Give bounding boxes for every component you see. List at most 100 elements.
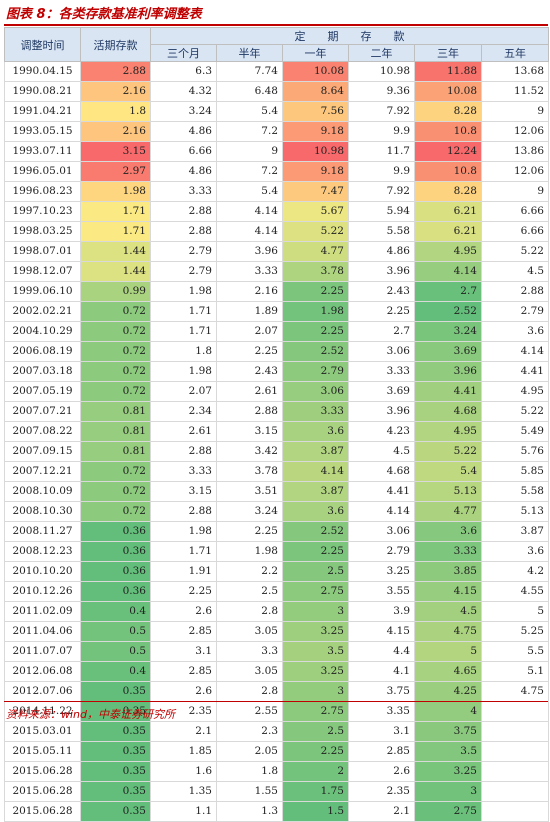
rate-cell: 4 [414,701,482,722]
rate-cell [481,701,549,722]
rate-cell: 4.95 [414,421,482,442]
table-row: 2007.08.22 0.81 2.61 3.15 3.6 4.23 4.95 5.49 [4,421,549,442]
rate-cell: 5.22 [481,401,549,422]
rate-cell: 0.35 [80,681,151,702]
rate-cell: 4.14 [348,501,415,522]
rate-cell: 0.35 [80,701,151,722]
rate-cell: 1.71 [80,201,151,222]
row-date: 2010.12.26 [4,581,81,602]
rate-cell: 3.1 [348,721,415,742]
rate-cell: 2.88 [150,221,217,242]
rate-cell: 3.25 [348,561,415,582]
rate-cell: 2.79 [282,361,349,382]
rate-cell: 0.36 [80,541,151,562]
rate-cell: 6.66 [481,201,549,222]
rate-cell: 9 [216,141,283,162]
row-date: 1999.06.10 [4,281,81,302]
rate-cell: 2.25 [216,341,283,362]
rate-cell: 8.28 [414,181,482,202]
rate-cell: 0.36 [80,521,151,542]
rate-cell: 3.87 [282,481,349,502]
rate-cell: 2.43 [216,361,283,382]
rate-cell: 9.9 [348,161,415,182]
rate-cell: 4.14 [216,221,283,242]
row-date: 2008.11.27 [4,521,81,542]
rate-cell: 2.16 [80,121,151,142]
rate-cell: 0.5 [80,641,151,662]
rate-cell: 9 [481,101,549,122]
rate-cell: 5.94 [348,201,415,222]
rate-cell: 3.33 [216,261,283,282]
table-row: 1998.03.25 1.71 2.88 4.14 5.22 5.58 6.21 6.66 [4,221,549,242]
rate-cell: 2.52 [282,521,349,542]
table-row: 2011.02.09 0.4 2.6 2.8 3 3.9 4.5 5 [4,601,549,622]
row-date: 2011.02.09 [4,601,81,622]
rate-cell: 2.25 [348,301,415,322]
rate-cell: 11.7 [348,141,415,162]
rate-cell: 2.25 [282,741,349,762]
rate-cell: 6.3 [150,61,217,82]
rate-cell: 5.58 [348,221,415,242]
rate-cell: 1.71 [80,221,151,242]
rate-cell: 3.06 [282,381,349,402]
rate-cell [481,761,549,782]
rate-cell: 2.8 [216,601,283,622]
table-row: 2007.09.15 0.81 2.88 3.42 3.87 4.5 5.22 5.76 [4,441,549,462]
rate-cell: 11.88 [414,61,482,82]
rate-cell: 0.72 [80,381,151,402]
header-fixed-deposit: 定 期 存 款 [150,27,549,45]
rate-cell: 2.75 [282,701,349,722]
row-date: 2007.08.22 [4,421,81,442]
rate-cell: 2.88 [481,281,549,302]
rate-cell: 3.25 [282,621,349,642]
rate-cell: 12.24 [414,141,482,162]
row-date: 2010.10.20 [4,561,81,582]
rate-cell: 4.86 [150,121,217,142]
table-row: 2008.12.23 0.36 1.71 1.98 2.25 2.79 3.33 3.6 [4,541,549,562]
row-date: 2007.07.21 [4,401,81,422]
rate-cell: 0.36 [80,581,151,602]
rate-cell: 3.75 [348,681,415,702]
rate-cell: 3.33 [282,401,349,422]
rate-cell: 2.75 [282,581,349,602]
row-date: 1990.04.15 [4,61,81,82]
rate-cell: 5.67 [282,201,349,222]
table-row: 2002.02.21 0.72 1.71 1.89 1.98 2.25 2.52 2.79 [4,301,549,322]
rate-cell: 7.56 [282,101,349,122]
rate-cell: 2.85 [348,741,415,762]
row-date: 1997.10.23 [4,201,81,222]
rate-cell: 4.95 [481,381,549,402]
rate-cell: 3.55 [348,581,415,602]
rate-cell: 6.21 [414,201,482,222]
rate-cell: 2.55 [216,701,283,722]
rate-cell: 4.14 [414,261,482,282]
rate-cell: 5.5 [481,641,549,662]
rate-cell: 3.15 [80,141,151,162]
rate-cell: 0.72 [80,301,151,322]
rate-cell: 1.35 [150,781,217,802]
row-date: 2012.06.08 [4,661,81,682]
rate-cell: 1.8 [216,761,283,782]
rate-cell: 3.05 [216,621,283,642]
rate-cell: 2.5 [282,561,349,582]
rate-cell: 5.4 [216,181,283,202]
rate-cell: 0.81 [80,421,151,442]
rate-cell: 12.06 [481,121,549,142]
table-row: 1993.05.15 2.16 4.86 7.2 9.18 9.9 10.8 12.06 [4,121,549,142]
table-row: 2008.10.09 0.72 3.15 3.51 3.87 4.41 5.13 5.58 [4,481,549,502]
rate-cell: 2.61 [150,421,217,442]
rate-cell: 7.2 [216,121,283,142]
rate-cell: 7.92 [348,101,415,122]
table-row: 2004.10.29 0.72 1.71 2.07 2.25 2.7 3.24 3.6 [4,321,549,342]
row-date: 1998.03.25 [4,221,81,242]
table-row: 2010.12.26 0.36 2.25 2.5 2.75 3.55 4.15 4.55 [4,581,549,602]
rate-cell: 2.79 [348,541,415,562]
table-row: 1998.07.01 1.44 2.79 3.96 4.77 4.86 4.95 5.22 [4,241,549,262]
rate-cell: 5.1 [481,661,549,682]
table-row: 2015.06.28 0.35 1.35 1.55 1.75 2.35 3 [4,781,549,802]
table-row: 2012.07.06 0.35 2.6 2.8 3 3.75 4.25 4.75 [4,681,549,702]
row-date: 2015.05.11 [4,741,81,762]
rate-cell: 1.71 [150,321,217,342]
rate-cell: 4.5 [348,441,415,462]
rate-cell: 0.72 [80,481,151,502]
